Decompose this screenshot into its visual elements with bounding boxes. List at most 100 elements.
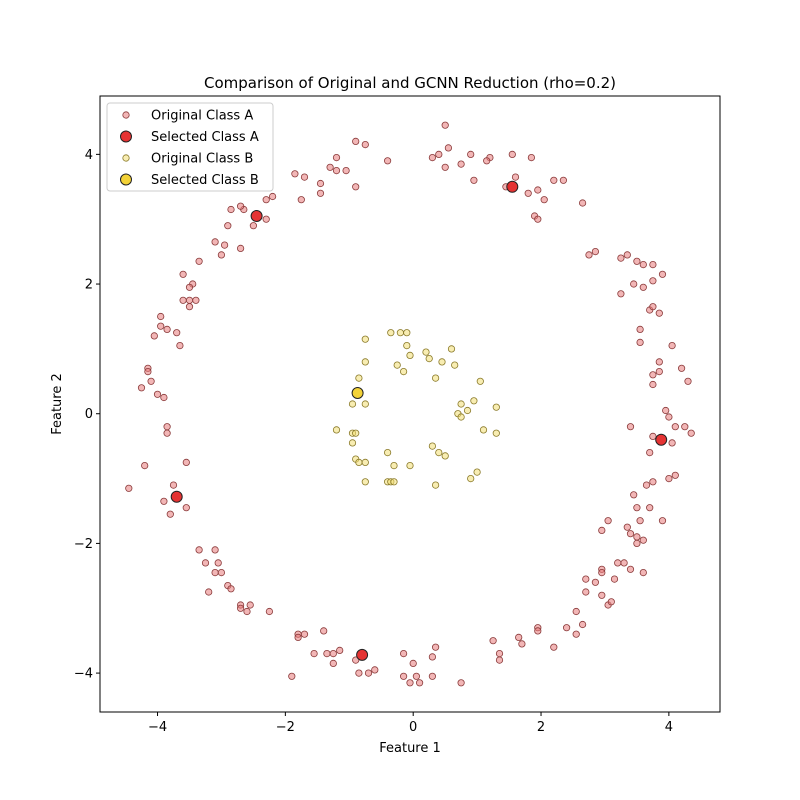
data-point: [262, 196, 270, 204]
data-point: [671, 423, 679, 431]
data-point: [137, 384, 146, 392]
data-point: [412, 672, 420, 680]
data-point: [524, 189, 532, 197]
data-point: [655, 358, 663, 366]
data-point: [457, 160, 465, 168]
data-point: [598, 591, 606, 599]
data-point: [441, 163, 449, 171]
data-point: [157, 312, 165, 321]
data-point: [425, 354, 433, 363]
data-point: [211, 238, 219, 246]
data-point: [352, 183, 360, 191]
data-point: [511, 173, 520, 181]
data-point: [332, 167, 341, 175]
data-point: [288, 672, 296, 680]
data-point: [390, 478, 398, 486]
data-point: [262, 215, 270, 223]
data-point: [390, 461, 398, 470]
data-point: [636, 325, 644, 333]
x-tick-label: −4: [148, 720, 167, 735]
selected-point: [356, 648, 369, 661]
data-point: [515, 633, 523, 642]
data-point: [681, 423, 689, 431]
data-point: [221, 241, 229, 249]
x-axis-ticks: −4 −2 0 2 4: [148, 712, 673, 735]
data-point: [227, 585, 235, 593]
y-axis-ticks: −4 −2 0 2 4: [74, 148, 100, 682]
data-point: [636, 338, 644, 346]
data-point: [291, 170, 299, 178]
data-point: [649, 260, 657, 269]
data-point: [431, 481, 440, 489]
data-point: [310, 649, 318, 658]
data-point: [617, 290, 625, 298]
data-point: [649, 432, 657, 440]
data-point: [163, 325, 171, 333]
data-point: [668, 439, 676, 447]
selected-point: [506, 180, 519, 193]
data-point: [409, 659, 417, 668]
data-point: [518, 640, 526, 648]
data-point: [211, 568, 219, 577]
data-point: [246, 601, 254, 609]
legend-marker: [122, 111, 130, 119]
plot-frame: [99, 95, 721, 713]
data-point: [355, 669, 363, 677]
data-point: [438, 358, 446, 366]
data-point: [141, 461, 149, 470]
data-point: [348, 400, 357, 408]
data-point: [598, 526, 606, 535]
data-point: [205, 588, 213, 596]
x-axis-label: Feature 1: [379, 741, 441, 756]
data-point: [217, 251, 225, 259]
data-point: [451, 361, 459, 369]
data-point: [662, 406, 670, 415]
data-point: [185, 283, 194, 291]
data-point: [179, 270, 187, 278]
selected-point: [250, 210, 263, 222]
data-point: [559, 176, 568, 184]
y-tick-label: −2: [74, 537, 93, 552]
data-point: [403, 341, 411, 350]
data-point: [607, 598, 615, 606]
data-point: [578, 620, 587, 629]
x-tick-label: 4: [665, 720, 673, 735]
data-point: [441, 452, 449, 460]
data-point: [457, 400, 465, 408]
data-point: [668, 341, 676, 350]
data-point: [646, 448, 654, 457]
data-point: [630, 491, 638, 499]
data-point: [604, 517, 612, 525]
data-point: [572, 607, 580, 616]
data-point: [633, 257, 641, 265]
data-point: [153, 390, 162, 398]
data-point: [173, 329, 181, 337]
data-point: [463, 406, 472, 415]
data-point: [585, 251, 593, 259]
y-tick-label: −4: [74, 667, 93, 682]
data-point: [492, 403, 500, 411]
data-point: [163, 423, 171, 431]
data-point: [163, 429, 171, 437]
data-point: [428, 653, 436, 661]
data-point: [626, 530, 635, 538]
data-point: [352, 137, 360, 145]
data-point: [649, 478, 657, 486]
data-point: [332, 426, 341, 434]
data-point: [457, 679, 465, 687]
data-point: [300, 173, 309, 181]
data-point: [237, 202, 245, 210]
data-point: [361, 478, 369, 486]
data-point: [415, 679, 424, 687]
data-point: [182, 458, 190, 466]
data-point: [550, 643, 558, 651]
data-point: [614, 559, 622, 567]
plot-area: [100, 96, 720, 712]
y-tick-label: 2: [85, 278, 93, 293]
legend-label: Selected Class A: [151, 130, 259, 145]
selected-point: [655, 433, 668, 446]
data-point: [243, 607, 251, 616]
data-point: [396, 329, 404, 337]
data-point: [655, 309, 663, 317]
